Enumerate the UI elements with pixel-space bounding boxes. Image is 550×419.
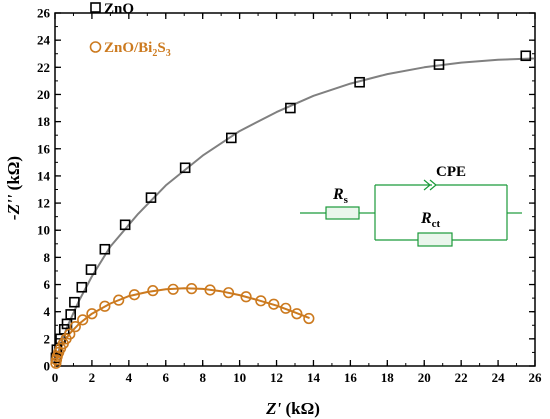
x-tick-label: 2 (89, 370, 96, 385)
data-point-zno (65, 309, 76, 320)
plot-axes: 0 2 4 6 8 10 12 14 16 18 20 22 24 2602468101214161820… (37, 6, 542, 386)
data-point-zno-bi2s3 (291, 308, 303, 320)
x-tick-label: 20 (418, 370, 431, 385)
x-tick-label: 26 (529, 370, 543, 385)
circuit-resistor-rct (417, 232, 453, 247)
data-point-zno-bi2s3 (268, 298, 280, 310)
y-tick-label: 2 (44, 331, 51, 346)
x-tick-label: 6 (163, 370, 170, 385)
data-point-zno-bi2s3 (255, 295, 267, 307)
data-point-zno (285, 102, 296, 114)
data-point-zno-bi2s3 (69, 321, 81, 333)
y-tick-label: 22 (37, 60, 50, 75)
data-point-zno-bi2s3 (64, 328, 76, 340)
data-point-zno-bi2s3 (204, 284, 216, 296)
data-markers (50, 50, 532, 369)
data-point-zno-bi2s3 (99, 300, 111, 312)
x-tick-label: 16 (344, 370, 358, 385)
legend-marker-zno (90, 2, 101, 13)
data-point-zno-bi2s3 (77, 314, 89, 326)
circuit-label-rs: Rs (332, 186, 349, 206)
y-tick-label: 6 (44, 277, 51, 292)
data-point-zno (119, 219, 131, 231)
y-tick-label: 20 (37, 87, 50, 102)
x-tick-label: 0 (52, 370, 59, 385)
data-point-zno (433, 59, 445, 70)
data-point-zno-bi2s3 (128, 289, 140, 301)
data-point-zno (179, 162, 191, 174)
data-point-zno (520, 50, 532, 62)
data-point-zno-bi2s3 (86, 308, 98, 320)
legend-marker-zno-bi2s3 (89, 41, 102, 53)
legend-label-zno-bi2s3: ZnO/Bi2S3 (104, 40, 171, 59)
x-tick-label: 4 (126, 370, 133, 385)
data-point-zno-bi2s3 (222, 287, 235, 299)
data-point-zno (69, 296, 80, 308)
data-point-zno-bi2s3 (240, 291, 252, 303)
legend-label-zno: ZnO (104, 1, 134, 17)
circuit-label-rct: Rct (420, 210, 441, 230)
x-tick-label: 10 (233, 370, 246, 385)
data-point-zno (76, 281, 88, 293)
y-tick-label: 18 (37, 114, 51, 129)
fit-curve-series-0 (54, 57, 535, 367)
data-point-zno (226, 132, 237, 144)
y-tick-label: 16 (37, 141, 51, 156)
y-tick-label: 0 (44, 359, 51, 374)
x-tick-label: 12 (270, 370, 283, 385)
legend: ZnO ZnO/Bi2S3 (89, 1, 171, 59)
circuit-resistor-rs (325, 206, 360, 220)
x-tick-label: 8 (199, 370, 206, 385)
x-tick-label: 22 (455, 370, 468, 385)
data-point-zno-bi2s3 (280, 302, 292, 314)
y-tick-label: 26 (37, 6, 51, 21)
y-tick-label: 14 (37, 168, 51, 183)
y-tick-label: 12 (37, 196, 50, 211)
circuit-cpe-element (423, 179, 431, 191)
x-axis-label: Z' (kΩ) (265, 399, 320, 418)
y-tick-label: 4 (44, 304, 51, 319)
y-tick-label: 8 (44, 250, 51, 265)
data-point-zno (354, 76, 365, 88)
y-axis-label: -Z'' (kΩ) (4, 156, 23, 220)
data-point-zno (145, 192, 157, 203)
x-tick-label: 18 (381, 370, 395, 385)
y-tick-label: 24 (37, 33, 51, 48)
equivalent-circuit (300, 179, 522, 247)
x-tick-label: 14 (307, 370, 321, 385)
data-point-zno (99, 243, 111, 255)
data-point-zno-bi2s3 (186, 283, 198, 295)
x-tick-label: 24 (492, 370, 506, 385)
data-point-zno-bi2s3 (147, 285, 159, 297)
circuit-label-cpe: CPE (436, 164, 466, 180)
data-point-zno-bi2s3 (113, 294, 125, 306)
y-tick-label: 10 (37, 223, 50, 238)
data-point-zno-bi2s3 (167, 283, 179, 295)
data-point-zno (85, 264, 97, 275)
data-point-zno-bi2s3 (303, 312, 315, 325)
